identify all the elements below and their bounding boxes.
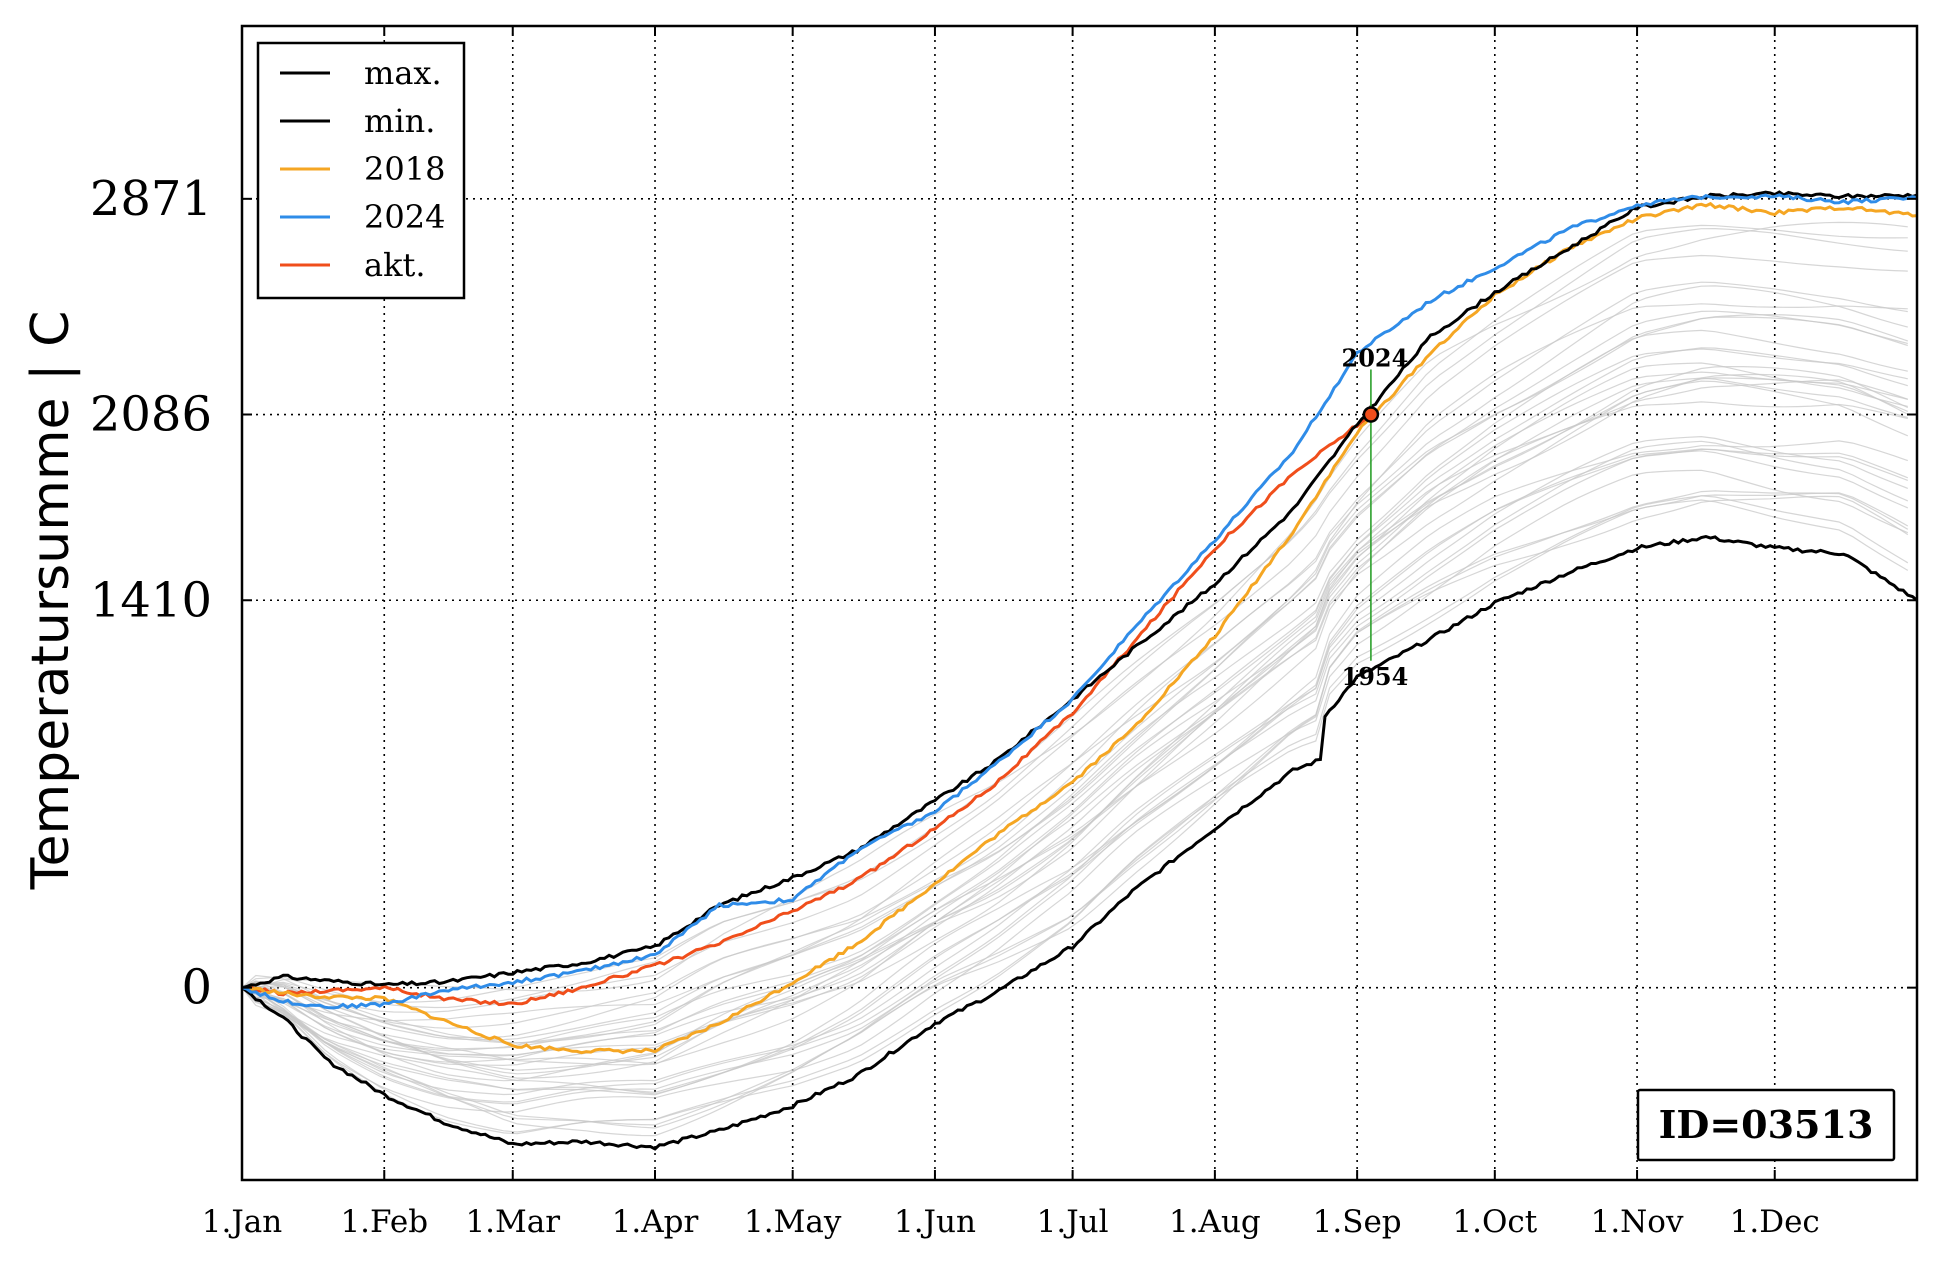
background-year-line xyxy=(241,401,1908,1065)
annotation-label: 2024 xyxy=(1342,343,1409,372)
legend-label: min. xyxy=(364,102,435,140)
series-line-max xyxy=(241,190,1918,990)
background-year-line xyxy=(241,495,1909,1137)
background-year-line xyxy=(241,379,1908,1066)
background-year-line xyxy=(241,490,1909,1126)
station-id-label: ID=03513 xyxy=(1659,1102,1874,1147)
y-tick-label: 2871 xyxy=(90,171,212,227)
background-year-line xyxy=(241,377,1909,1071)
background-year-line xyxy=(241,377,1908,1067)
plot-frame xyxy=(240,24,1919,1182)
background-year-line xyxy=(241,310,1908,1041)
legend-label: 2024 xyxy=(364,198,445,236)
x-tick-label: 1.Dec xyxy=(1730,1204,1820,1240)
background-year-line xyxy=(241,227,1908,1009)
background-year-line xyxy=(241,254,1908,1013)
x-tick-label: 1.Jan xyxy=(202,1204,282,1240)
current-value-marker xyxy=(1362,406,1380,423)
background-year-lines xyxy=(241,221,1909,1137)
annotations: 2024 1954 xyxy=(1342,343,1409,691)
series-lines xyxy=(241,190,1918,1151)
background-year-line xyxy=(241,347,1908,1057)
x-tick-label: 1.Jun xyxy=(894,1204,976,1240)
y-axis-label: Temperatursumme | C xyxy=(21,311,81,891)
background-year-line xyxy=(241,440,1909,1103)
legend-label: akt. xyxy=(364,246,426,284)
series-line-2018 xyxy=(241,201,1918,1055)
series-line-akt xyxy=(241,413,1372,1007)
x-tick-label: 1.Mar xyxy=(465,1204,560,1240)
station-id-box: ID=03513 xyxy=(1636,1088,1896,1162)
series-line-min xyxy=(241,534,1918,1151)
x-tick-label: 1.Jul xyxy=(1037,1204,1109,1240)
y-tick-label: 2086 xyxy=(90,387,212,443)
series-line-2024 xyxy=(241,193,1918,1010)
background-year-line xyxy=(241,499,1909,1135)
background-year-line xyxy=(241,469,1909,1113)
y-tick-label: 0 xyxy=(181,960,212,1016)
x-tick-label: 1.Oct xyxy=(1452,1204,1537,1240)
x-tick-label: 1.Feb xyxy=(340,1204,428,1240)
background-year-line xyxy=(241,303,1908,1022)
background-year-line xyxy=(241,495,1909,1133)
background-year-line xyxy=(241,221,1908,992)
legend-label: 2018 xyxy=(364,150,445,188)
legend-label: max. xyxy=(364,54,442,92)
background-year-line xyxy=(241,285,1908,1039)
y-axis-ticks: 0 1410 2086 2871 xyxy=(90,171,1917,1016)
x-axis-ticks: 1.Jan 1.Feb 1.Mar 1.Apr 1.May 1.Jun 1.Jul 1.Aug… xyxy=(202,26,1820,1240)
annotation-label: 1954 xyxy=(1342,662,1409,691)
y-tick-label: 1410 xyxy=(90,572,212,628)
background-year-line xyxy=(241,366,1909,1075)
background-year-line xyxy=(241,362,1908,1063)
x-tick-label: 1.Sep xyxy=(1313,1204,1402,1240)
legend: max. min. 2018 2024 akt. xyxy=(256,41,466,300)
station-id-frame xyxy=(1636,1088,1896,1162)
background-year-line xyxy=(241,316,1908,1044)
x-tick-label: 1.Apr xyxy=(612,1204,699,1240)
x-tick-label: 1.May xyxy=(744,1204,842,1240)
background-year-line xyxy=(241,329,1908,1052)
x-tick-label: 1.Nov xyxy=(1591,1204,1684,1240)
background-year-line xyxy=(241,440,1908,1095)
x-tick-label: 1.Aug xyxy=(1169,1204,1261,1240)
